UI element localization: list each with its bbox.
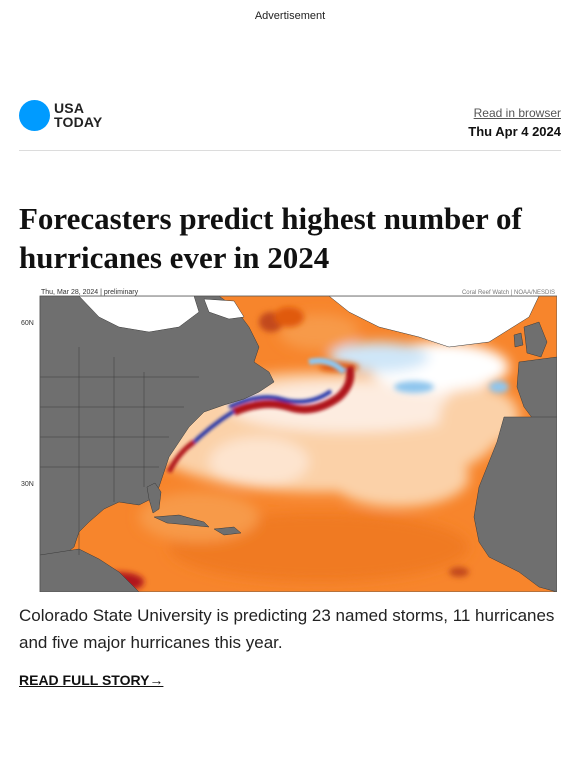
issue-date: Thu Apr 4 2024: [468, 124, 561, 139]
read-full-story-link[interactable]: READ FULL STORY→: [19, 672, 164, 688]
article-summary: Colorado State University is predicting …: [19, 606, 555, 652]
lat-label-30n: 30N: [21, 481, 34, 488]
logo-line-usa: USA: [54, 100, 85, 116]
header-divider: [19, 150, 561, 151]
usa-today-logo-icon[interactable]: [19, 100, 50, 131]
logo-line-today: TODAY: [54, 114, 103, 130]
article-headline[interactable]: Forecasters predict highest number of hu…: [19, 201, 522, 275]
read-in-browser-link[interactable]: Read in browser: [473, 106, 561, 120]
advertisement-label: Advertisement: [254, 10, 326, 22]
lat-label-60n: 60N: [21, 320, 34, 327]
newsletter-header: USA TODAY Read in browser Thu Apr 4 2024: [19, 100, 561, 150]
article-image-sst-map[interactable]: Thu, Mar 28, 2024 | preliminary Coral Re…: [19, 287, 557, 592]
map-top-left-text: Thu, Mar 28, 2024 | preliminary: [41, 289, 139, 296]
usa-today-logo-text[interactable]: USA TODAY: [54, 101, 102, 129]
map-top-right-text: Coral Reef Watch | NOAA/NESDIS: [462, 290, 555, 296]
